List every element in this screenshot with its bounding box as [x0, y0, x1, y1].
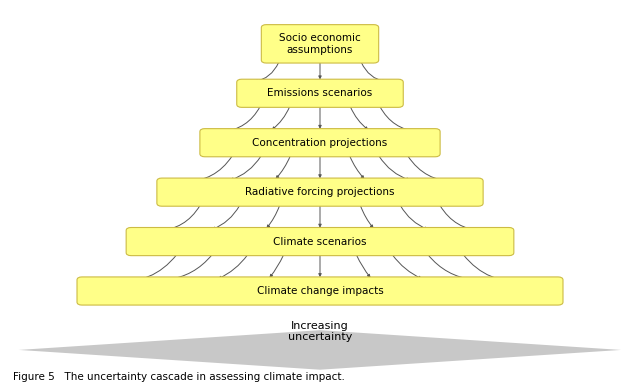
FancyBboxPatch shape [261, 25, 379, 63]
FancyBboxPatch shape [157, 178, 483, 206]
Text: Radiative forcing projections: Radiative forcing projections [245, 187, 395, 197]
Text: Increasing
uncertainty: Increasing uncertainty [288, 321, 352, 343]
Polygon shape [320, 330, 621, 370]
Polygon shape [19, 330, 320, 370]
FancyBboxPatch shape [200, 129, 440, 157]
Text: Climate change impacts: Climate change impacts [257, 286, 383, 296]
FancyBboxPatch shape [126, 227, 514, 256]
Text: Concentration projections: Concentration projections [252, 138, 388, 148]
Text: Climate scenarios: Climate scenarios [273, 236, 367, 247]
FancyBboxPatch shape [237, 79, 403, 107]
FancyBboxPatch shape [77, 277, 563, 305]
Text: Socio economic
assumptions: Socio economic assumptions [279, 33, 361, 54]
Text: Emissions scenarios: Emissions scenarios [268, 88, 372, 98]
Text: Figure 5   The uncertainty cascade in assessing climate impact.: Figure 5 The uncertainty cascade in asse… [13, 372, 345, 382]
